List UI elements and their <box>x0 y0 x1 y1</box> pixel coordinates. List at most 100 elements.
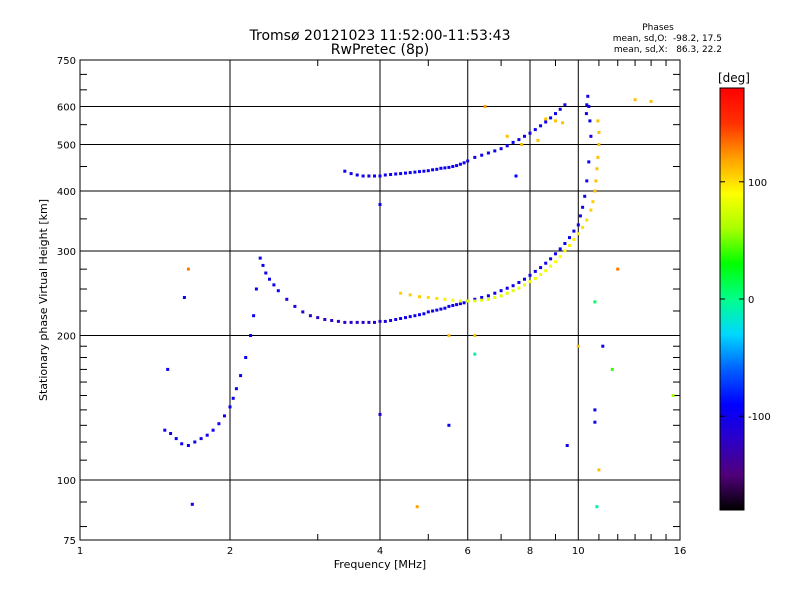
data-point <box>587 160 591 164</box>
x-tick-label: 10 <box>572 546 585 557</box>
data-point <box>439 166 443 170</box>
data-point <box>576 344 580 348</box>
data-point <box>539 124 543 128</box>
data-point <box>585 179 589 183</box>
data-point <box>426 310 430 314</box>
data-point <box>231 396 235 400</box>
data-point <box>435 308 439 312</box>
data-point <box>596 155 600 159</box>
data-point <box>186 267 190 271</box>
data-point <box>394 172 398 176</box>
x-axis-label: Frequency [MHz] <box>334 558 426 571</box>
colorbar-tick-label: 100 <box>748 178 767 189</box>
data-point <box>585 103 589 107</box>
data-point <box>633 98 637 102</box>
data-point <box>466 299 470 303</box>
data-point <box>563 242 567 245</box>
data-point <box>523 283 526 287</box>
data-point <box>649 99 653 103</box>
data-point <box>473 297 477 301</box>
data-point <box>473 352 477 356</box>
data-point <box>349 172 353 176</box>
data-point <box>610 367 614 371</box>
data-point <box>394 318 398 321</box>
data-point <box>361 174 365 178</box>
data-point <box>418 170 421 174</box>
data-point <box>595 167 599 171</box>
data-point <box>383 173 387 177</box>
data-point <box>578 214 582 218</box>
data-point <box>601 344 605 348</box>
data-point <box>523 134 526 138</box>
data-point <box>563 249 567 253</box>
data-point <box>528 280 532 284</box>
data-point <box>587 105 591 108</box>
data-point <box>431 309 435 313</box>
data-point <box>505 286 509 290</box>
data-point <box>378 412 382 416</box>
data-point <box>174 437 178 441</box>
y-tick-label: 200 <box>57 332 76 343</box>
data-point <box>554 252 557 256</box>
data-point <box>408 293 412 297</box>
data-point <box>594 179 598 183</box>
data-point <box>583 194 587 198</box>
axis-ticks <box>80 60 680 540</box>
data-point <box>383 319 387 323</box>
data-point <box>223 414 226 418</box>
data-point <box>593 408 597 412</box>
data-point <box>597 468 601 472</box>
data-point <box>451 165 455 168</box>
data-point <box>493 291 497 295</box>
data-point <box>554 119 557 123</box>
data-point <box>544 269 548 273</box>
colorbar-tick-label: 0 <box>748 295 754 306</box>
data-point <box>186 444 190 447</box>
data-point <box>408 171 412 175</box>
x-tick-label: 4 <box>377 546 383 557</box>
data-point <box>536 138 540 142</box>
data-point <box>561 121 565 125</box>
data-point <box>234 387 238 391</box>
data-point <box>499 147 503 151</box>
data-point <box>199 437 203 441</box>
data-point <box>330 319 334 322</box>
data-point <box>558 107 562 111</box>
data-point <box>528 273 532 277</box>
y-tick-label: 100 <box>57 476 76 487</box>
data-point <box>443 166 447 170</box>
data-point <box>480 153 484 157</box>
data-point <box>597 143 601 146</box>
data-point <box>549 116 553 120</box>
data-point <box>558 247 562 251</box>
data-points <box>163 94 675 509</box>
data-point <box>252 314 256 318</box>
data-point <box>422 169 426 173</box>
data-point <box>554 112 557 116</box>
data-point <box>451 304 455 307</box>
x-tick-label: 8 <box>527 546 533 557</box>
data-point <box>336 319 340 323</box>
data-point <box>389 319 393 322</box>
data-point <box>422 312 426 316</box>
data-point <box>589 208 593 212</box>
data-point <box>254 287 258 291</box>
data-point <box>399 291 403 295</box>
data-point <box>671 394 675 397</box>
data-point <box>549 264 553 268</box>
data-point <box>182 296 186 299</box>
data-point <box>511 284 515 288</box>
data-point <box>293 304 297 308</box>
data-point <box>373 320 376 324</box>
data-point <box>308 314 312 318</box>
x-tick-label: 16 <box>674 546 687 557</box>
data-point <box>455 303 459 307</box>
data-point <box>426 296 430 299</box>
data-point <box>426 169 430 173</box>
data-point <box>585 218 589 222</box>
colorbar-tick-label: -100 <box>748 412 771 423</box>
data-point <box>520 143 524 146</box>
data-point <box>558 255 562 259</box>
data-point <box>486 151 490 155</box>
data-point <box>588 119 592 123</box>
